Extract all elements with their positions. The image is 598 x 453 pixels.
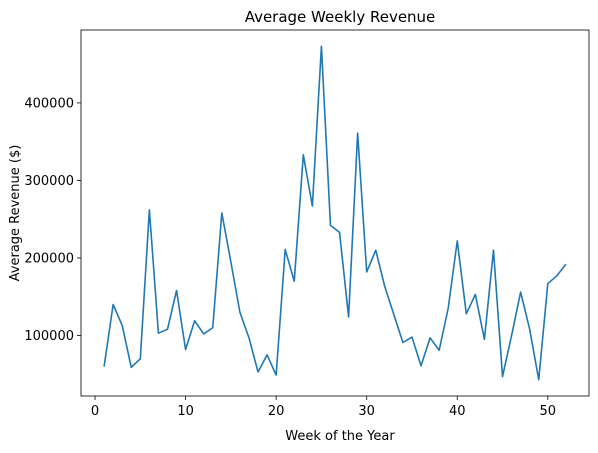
x-tick-label: 0 [91, 404, 99, 419]
x-axis-label: Week of the Year [285, 429, 395, 444]
plot-series [103, 45, 567, 381]
x-tick-label: 30 [358, 404, 375, 419]
y-tick-label: 400000 [24, 96, 74, 111]
x-axis-ticks: 0 10 20 30 40 50 [91, 396, 556, 419]
y-axis-label: Average Revenue ($) [8, 145, 23, 282]
y-tick-label: 300000 [24, 174, 74, 189]
x-tick-label: 50 [540, 404, 557, 419]
x-tick-label: 10 [177, 404, 194, 419]
plot-frame [80, 29, 590, 397]
y-tick-label: 100000 [24, 329, 74, 344]
x-tick-label: 40 [449, 404, 466, 419]
x-tick-label: 20 [268, 404, 285, 419]
series-line [103, 45, 567, 381]
chart-title: Average Weekly Revenue [245, 8, 436, 26]
y-tick-label: 200000 [24, 251, 74, 266]
y-axis-ticks: 100000 200000 300000 400000 [24, 96, 81, 344]
